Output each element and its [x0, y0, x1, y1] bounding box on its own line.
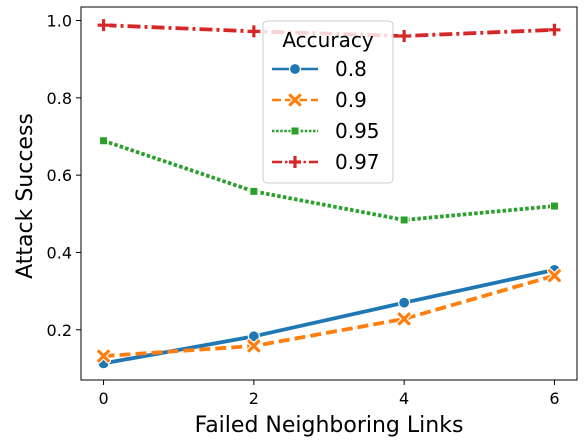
data-point [97, 19, 110, 32]
legend-swatch-marker [290, 126, 300, 136]
series-line [103, 267, 555, 366]
y-tick-label: 0.6 [47, 166, 72, 185]
series-0.95 [99, 136, 559, 225]
data-point [95, 348, 112, 364]
axes-frame [80, 6, 578, 381]
y-tick-label: 1.0 [47, 12, 72, 31]
x-tick-label: 6 [549, 389, 559, 408]
legend: Accuracy 0.8 0.9 0.95 0.97 [262, 20, 394, 184]
x-tick-label: 2 [249, 389, 259, 408]
data-point [546, 268, 563, 284]
series-0.9 [95, 268, 563, 364]
legend-label: 0.8 [335, 57, 367, 81]
data-point [398, 296, 411, 309]
series-line [102, 138, 555, 222]
data-point [247, 330, 260, 343]
plot-area-border [80, 6, 578, 381]
legend-title: Accuracy [282, 28, 373, 52]
x-axis-ticks: 0 2 4 6 [98, 380, 560, 408]
series-line [103, 273, 555, 358]
data-point [247, 25, 260, 38]
data-point [548, 23, 561, 36]
data-point [398, 29, 411, 42]
data-point [249, 186, 259, 196]
data-point [246, 338, 262, 354]
y-tick-label: 0.4 [47, 243, 72, 262]
legend-swatch-marker [287, 92, 303, 108]
data-point [99, 136, 109, 146]
x-axis-label: Failed Neighboring Links [195, 413, 464, 438]
data-point [549, 201, 559, 211]
legend-item: 0.8 [272, 57, 367, 81]
legend-item: 0.9 [272, 88, 367, 112]
legend-label: 0.95 [335, 119, 380, 143]
data-point [396, 311, 412, 327]
legend-item: 0.95 [272, 119, 380, 143]
y-tick-label: 0.8 [47, 89, 72, 108]
x-tick-label: 4 [399, 389, 409, 408]
legend-label: 0.9 [335, 88, 367, 112]
legend-label: 0.97 [335, 150, 380, 174]
y-axis-label: Attack Success [13, 113, 38, 279]
legend-box [262, 20, 394, 184]
data-point [399, 215, 409, 225]
y-tick-label: 0.2 [47, 321, 72, 340]
y-axis-ticks: 0.2 0.4 0.6 0.8 1.0 [47, 12, 81, 340]
legend-item: 0.97 [272, 150, 380, 174]
legend-swatch-marker [288, 62, 302, 76]
legend-swatch-marker [289, 156, 301, 168]
x-tick-label: 0 [98, 389, 108, 408]
